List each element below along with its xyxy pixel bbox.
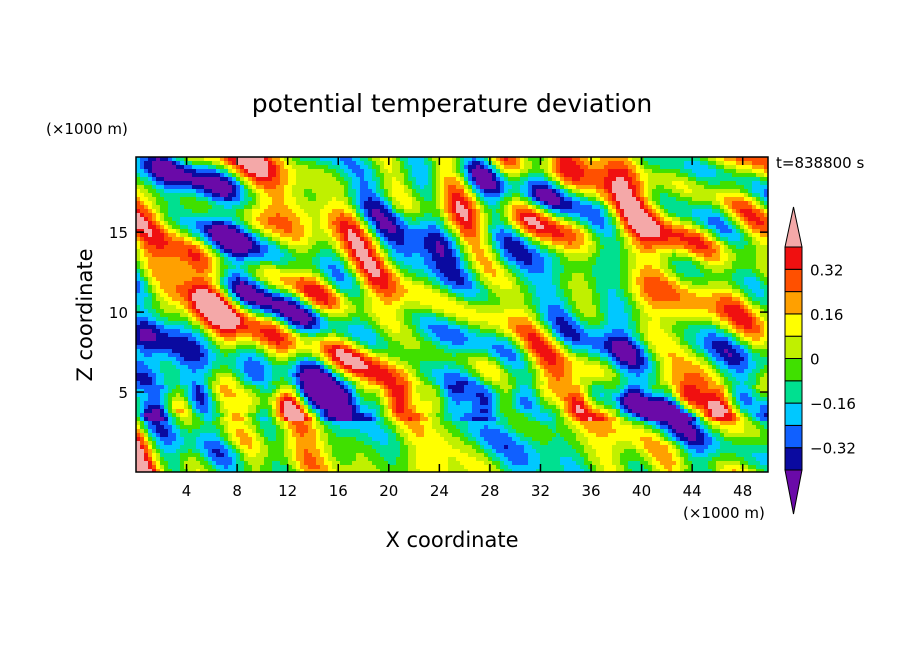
y-tick-label: 5 <box>118 384 128 402</box>
x-tick-label: 12 <box>278 482 297 500</box>
colorbar-band <box>784 402 803 426</box>
colorbar-band <box>784 291 803 315</box>
contour-field <box>136 157 768 472</box>
x-tick-label: 28 <box>480 482 499 500</box>
colorbar-band <box>784 313 803 337</box>
y-axis: 5 10 15 <box>109 224 768 402</box>
colorbar-tick-label: −0.32 <box>810 440 856 458</box>
colorbar-band <box>784 447 803 471</box>
colorbar: 0.32 0.16 0 −0.16 −0.32 <box>784 206 856 515</box>
chart-title: potential temperature deviation <box>252 89 652 118</box>
y-unit-label: (×1000 m) <box>46 120 128 138</box>
y-tick-label: 15 <box>109 224 128 242</box>
colorbar-band <box>784 380 803 404</box>
x-tick-label: 16 <box>329 482 348 500</box>
x-axis: 4 8 12 16 20 24 28 32 36 40 44 48 <box>182 157 752 500</box>
x-tick-label: 24 <box>430 482 449 500</box>
time-label: t=838800 s <box>776 154 864 172</box>
colorbar-band <box>784 268 803 293</box>
x-tick-label: 32 <box>531 482 550 500</box>
colorbar-tick-label: −0.16 <box>810 395 856 413</box>
colorbar-tick-label: 0 <box>810 351 820 369</box>
x-tick-label: 20 <box>379 482 398 500</box>
colorbar-tick-label: 0.16 <box>810 306 843 324</box>
x-unit-label: (×1000 m) <box>683 504 765 522</box>
colorbar-band <box>784 246 803 270</box>
y-axis-label: Z coordinate <box>73 248 97 381</box>
x-tick-label: 48 <box>733 482 752 500</box>
y-tick-label: 10 <box>109 304 128 322</box>
colorbar-band <box>784 358 803 382</box>
x-axis-label: X coordinate <box>385 528 518 552</box>
colorbar-band <box>784 424 803 449</box>
x-tick-label: 40 <box>632 482 651 500</box>
colorbar-extend-min <box>784 469 803 515</box>
x-tick-label: 4 <box>182 482 192 500</box>
plot-frame <box>135 156 769 473</box>
x-tick-label: 8 <box>232 482 242 500</box>
x-tick-label: 36 <box>581 482 600 500</box>
x-tick-label: 44 <box>683 482 702 500</box>
colorbar-tick-label: 0.32 <box>810 261 843 279</box>
colorbar-extend-max <box>784 206 803 248</box>
colorbar-band <box>784 335 803 360</box>
